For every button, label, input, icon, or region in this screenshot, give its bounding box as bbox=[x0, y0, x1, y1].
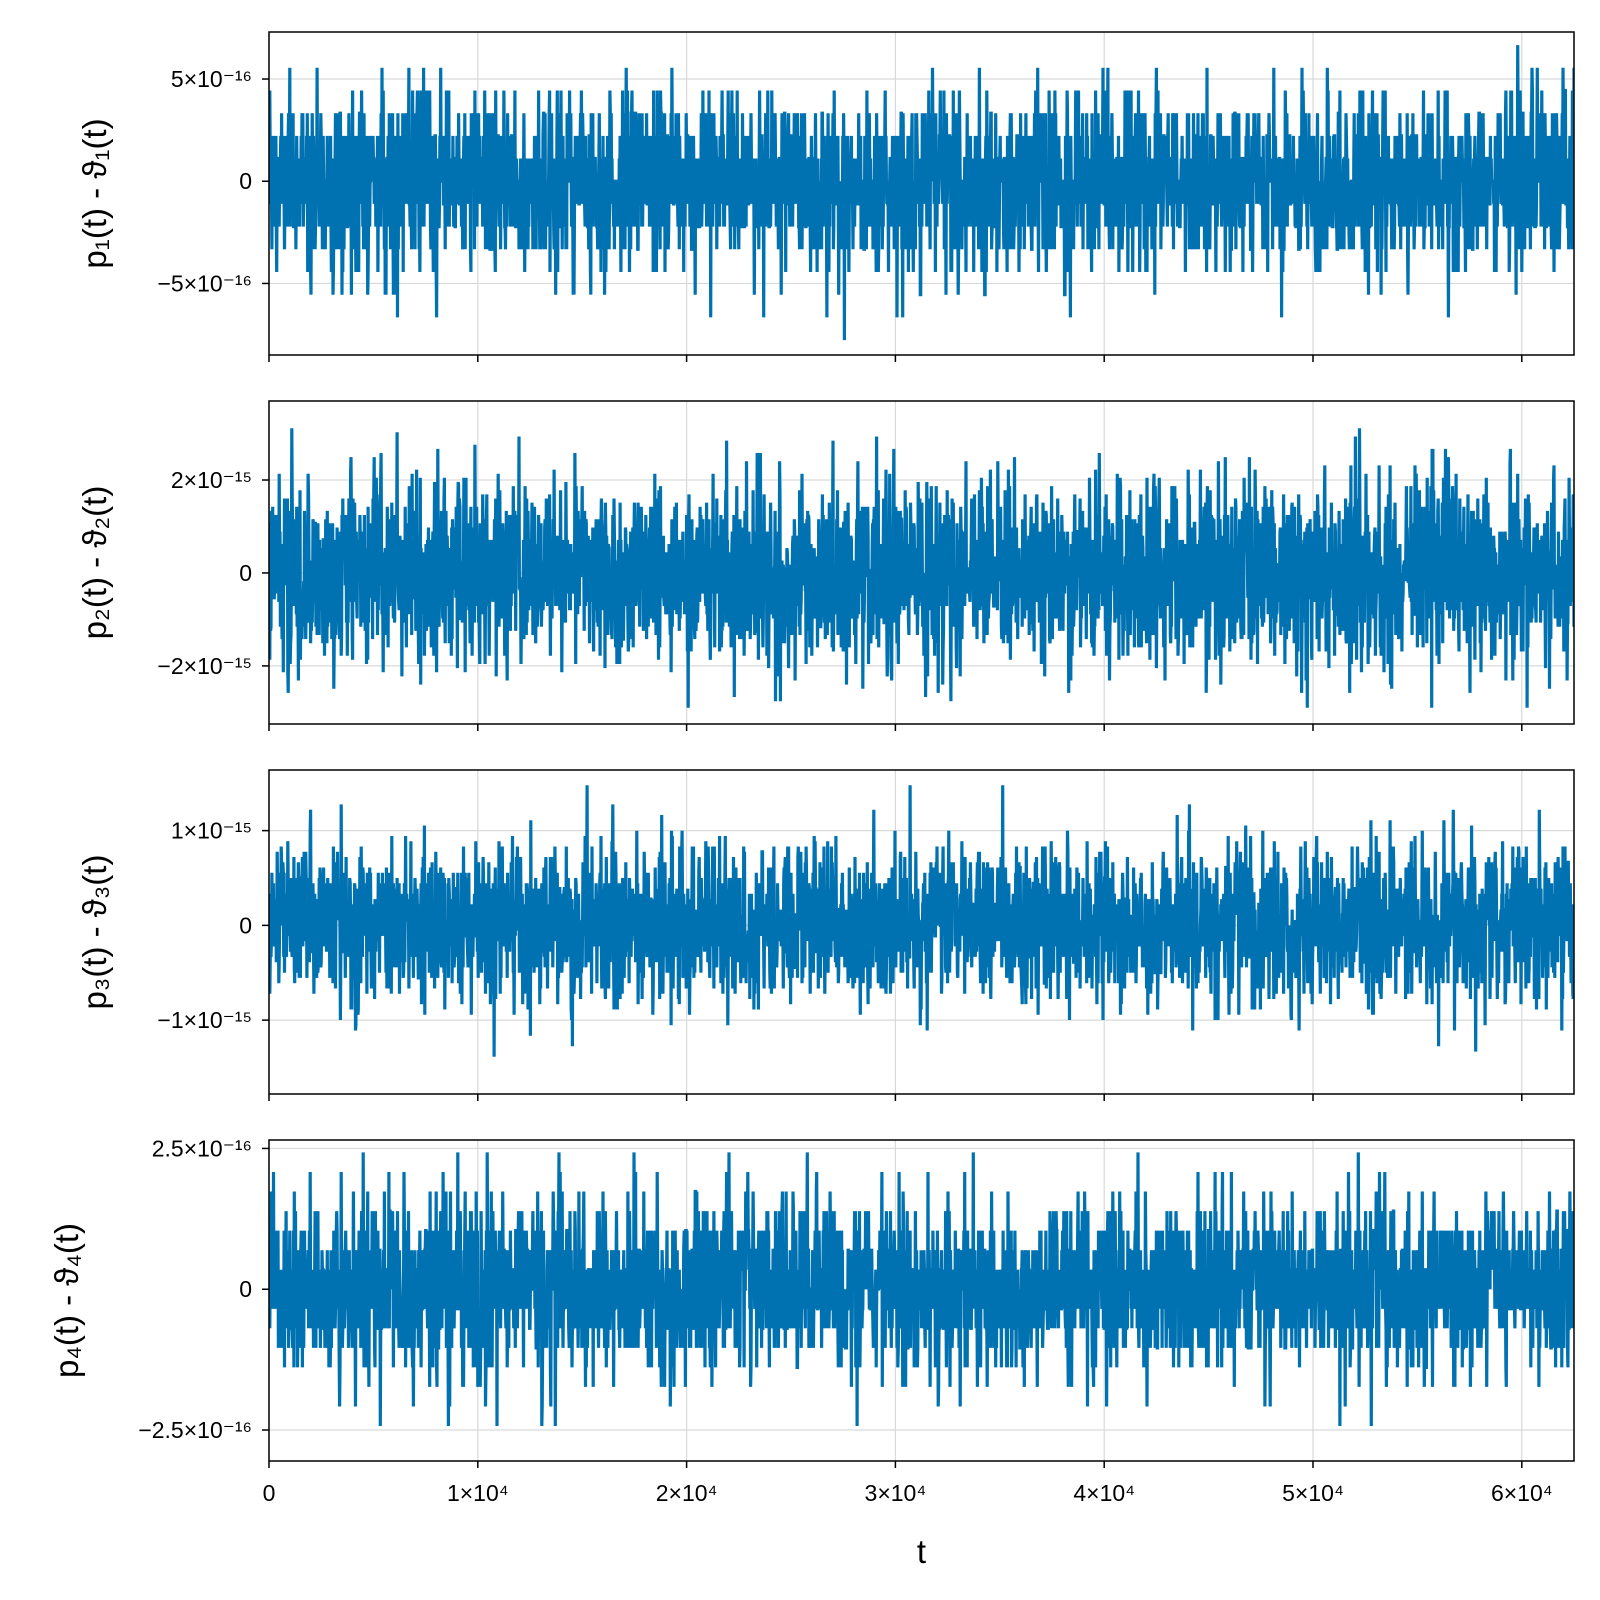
y-tick-label: −1×10⁻¹⁵ bbox=[157, 1007, 252, 1033]
y-axis-label: p₂(t) - ϑ₂(t) bbox=[76, 486, 113, 640]
x-axis-label: t bbox=[917, 1533, 926, 1570]
y-axis-label: p₃(t) - ϑ₃(t) bbox=[76, 855, 113, 1010]
y-tick-label: 1×10⁻¹⁵ bbox=[171, 818, 252, 844]
y-tick-label: 0 bbox=[239, 1276, 252, 1302]
y-tick-label: −2×10⁻¹⁵ bbox=[157, 653, 252, 679]
y-axis-label: p₁(t) - ϑ₁(t) bbox=[76, 118, 113, 268]
plot-frame bbox=[268, 400, 1575, 725]
plot-frame bbox=[268, 31, 1575, 356]
panel-2: −2×10⁻¹⁵ 0 2×10⁻¹⁵ p₂(t) - ϑ₂(t) bbox=[76, 400, 1575, 731]
x-tick-label: 6×10⁴ bbox=[1491, 1480, 1553, 1506]
series-line bbox=[269, 45, 1574, 341]
y-tick-label: 0 bbox=[239, 168, 252, 194]
x-tick-label: 0 bbox=[263, 1480, 276, 1506]
x-tick-label: 4×10⁴ bbox=[1073, 1480, 1135, 1506]
x-tick-label: 3×10⁴ bbox=[865, 1480, 927, 1506]
y-tick-label: 0 bbox=[239, 560, 252, 586]
series-line bbox=[269, 428, 1574, 708]
x-tick-label: 5×10⁴ bbox=[1282, 1480, 1344, 1506]
plot-frame bbox=[268, 1139, 1575, 1462]
y-tick-label: 2×10⁻¹⁵ bbox=[171, 467, 252, 493]
plot-frame bbox=[268, 769, 1575, 1095]
y-tick-label: 5×10⁻¹⁶ bbox=[171, 66, 252, 92]
series-line bbox=[269, 785, 1574, 1057]
y-tick-label: −5×10⁻¹⁶ bbox=[157, 270, 252, 296]
panel-1: −5×10⁻¹⁶ 0 5×10⁻¹⁶ p₁(t) - ϑ₁(t) bbox=[76, 31, 1575, 362]
panel-4: −2.5×10⁻¹⁶ 0 2.5×10⁻¹⁶ 0 1×10⁴ 2×10⁴ 3×10⁴ 4×10… bbox=[48, 1135, 1575, 1570]
y-axis-label: p₄(t) - ϑ₄(t) bbox=[48, 1223, 85, 1378]
y-tick-label: 2.5×10⁻¹⁶ bbox=[152, 1135, 252, 1161]
y-tick-label: 0 bbox=[239, 912, 252, 938]
y-tick-label: −2.5×10⁻¹⁶ bbox=[138, 1417, 252, 1443]
x-tick-label: 2×10⁴ bbox=[656, 1480, 718, 1506]
x-tick-label: 1×10⁴ bbox=[447, 1480, 509, 1506]
series-line bbox=[269, 1152, 1574, 1427]
panel-3: −1×10⁻¹⁵ 0 1×10⁻¹⁵ p₃(t) - ϑ₃(t) bbox=[76, 769, 1575, 1101]
